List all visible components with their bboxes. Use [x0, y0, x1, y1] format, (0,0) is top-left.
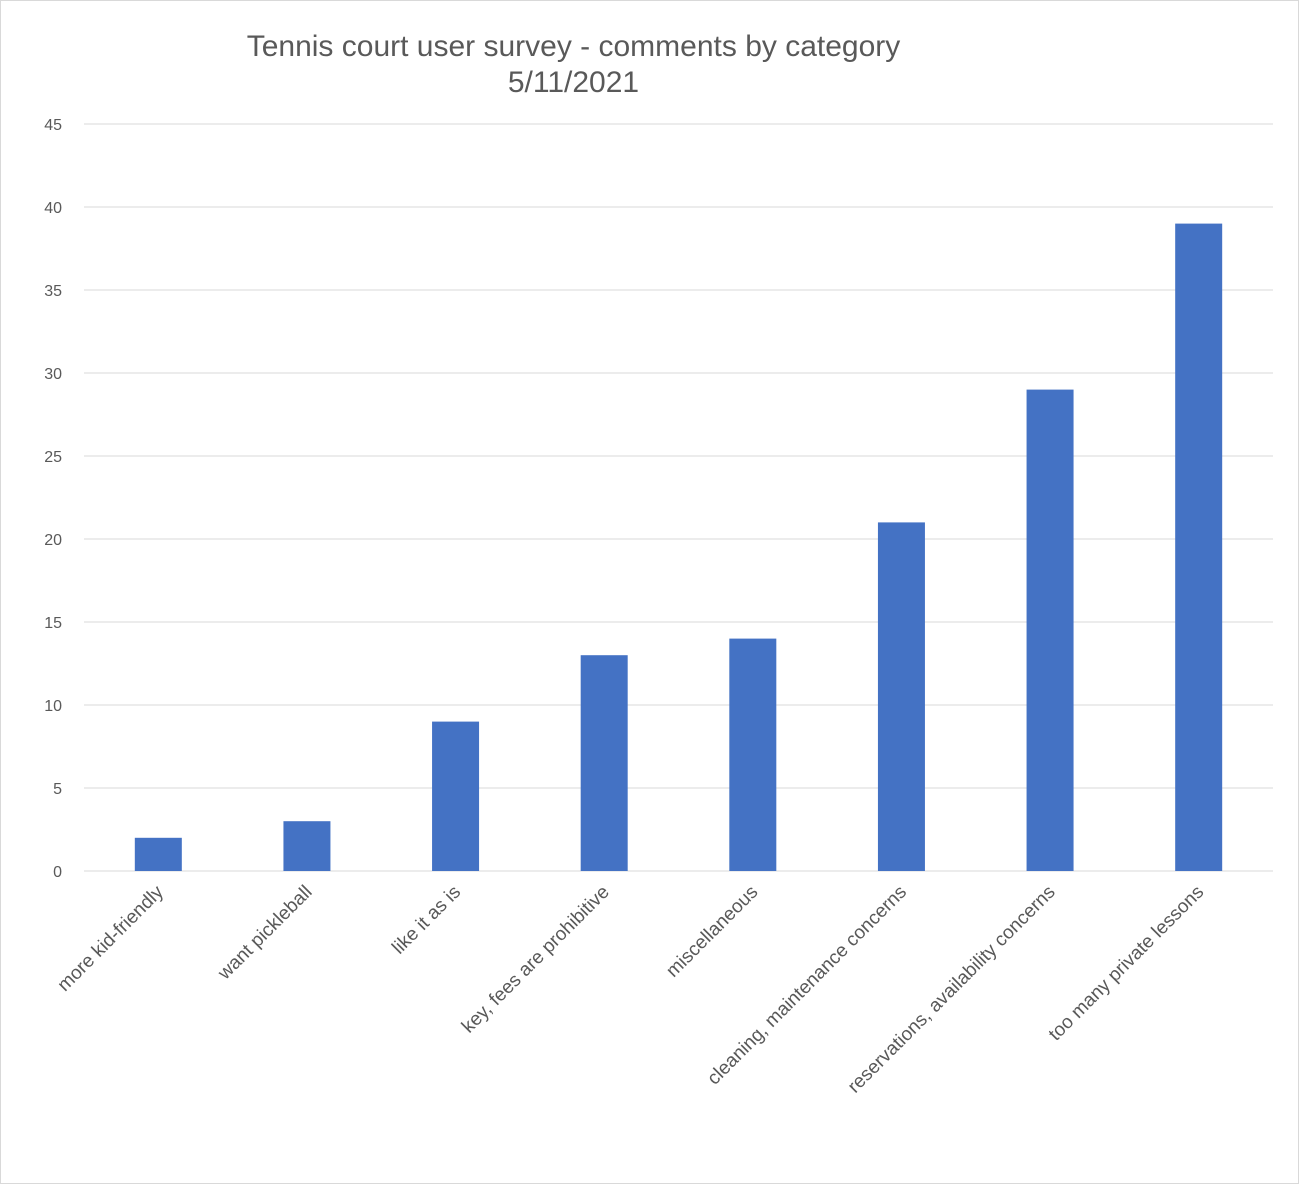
y-tick-label: 0: [53, 864, 62, 881]
y-tick-label: 20: [44, 532, 62, 549]
bar: [283, 821, 331, 871]
x-tick-label: miscellaneous: [662, 882, 762, 982]
y-tick-label: 30: [44, 366, 62, 383]
bar: [877, 522, 925, 871]
bar: [580, 655, 628, 871]
bar: [134, 837, 182, 871]
y-tick-label: 10: [44, 698, 62, 715]
y-tick-label: 15: [44, 615, 62, 632]
bar: [729, 638, 777, 871]
y-tick-label: 5: [53, 781, 62, 798]
bar: [432, 721, 480, 871]
x-tick-label: more kid-friendly: [54, 881, 169, 996]
y-tick-label: 35: [44, 283, 62, 300]
y-tick-label: 25: [44, 449, 62, 466]
chart-title: Tennis court user survey - comments by c…: [1, 29, 1146, 101]
y-tick-label: 45: [44, 117, 62, 134]
x-tick-label: like it as is: [388, 882, 465, 959]
x-tick-label: too many private lessons: [1045, 882, 1208, 1045]
chart-subtitle: 5/11/2021: [507, 66, 640, 99]
bar: [1026, 389, 1074, 871]
x-tick-label: want pickleball: [214, 882, 317, 985]
chart-title-main: Tennis court user survey - comments by c…: [246, 30, 901, 63]
bar: [1175, 223, 1223, 872]
x-tick-label: key, fees are prohibitive: [458, 882, 614, 1038]
y-tick-label: 40: [44, 200, 62, 217]
